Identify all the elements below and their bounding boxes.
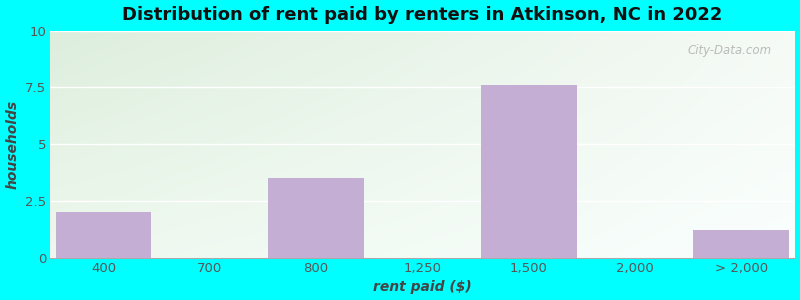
Bar [694,230,789,258]
Bar [56,212,151,258]
Bar [268,178,364,258]
Y-axis label: households: households [6,100,19,189]
Title: Distribution of rent paid by renters in Atkinson, NC in 2022: Distribution of rent paid by renters in … [122,6,722,24]
X-axis label: rent paid ($): rent paid ($) [373,280,472,294]
Bar [481,85,577,258]
Text: City-Data.com: City-Data.com [688,44,772,57]
